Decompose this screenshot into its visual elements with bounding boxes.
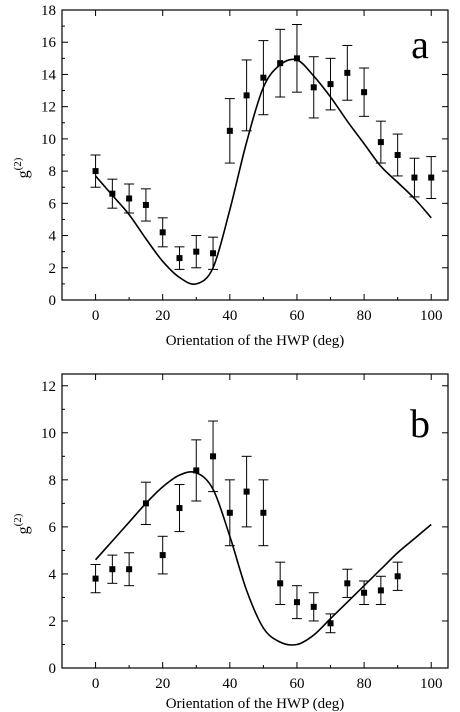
data-point: [142, 201, 149, 208]
data-point: [411, 174, 418, 181]
x-axis-label: Orientation of the HWP (deg): [166, 333, 345, 349]
y-tick-label: 6: [49, 196, 57, 212]
y-tick-label: 6: [49, 520, 57, 536]
y-axis-label: g(2): [12, 157, 32, 178]
panel-b: 0 20 40 60 80 100 0 2 4 6 8 10 12 b Orientation of the…: [12, 373, 449, 712]
x-tick-label: 100: [420, 676, 443, 692]
y-tick-label: 10: [41, 132, 56, 148]
y-tick-label: 0: [49, 661, 57, 677]
data-point: [344, 580, 351, 587]
x-tick-label: 60: [289, 676, 304, 692]
y-tick-label: 0: [49, 293, 57, 309]
x-axis-label: Orientation of the HWP (deg): [166, 696, 345, 712]
x-tick-label: 20: [155, 676, 170, 692]
data-point: [226, 509, 233, 516]
data-point: [176, 255, 183, 262]
panel-letter: a: [411, 22, 429, 67]
x-tick-label: 0: [92, 308, 100, 324]
data-point: [159, 229, 166, 236]
y-axis-label-main: g: [15, 526, 32, 534]
data-point: [226, 127, 233, 134]
y-tick-label: 4: [49, 567, 57, 583]
y-tick-label: 8: [49, 164, 57, 180]
data-point: [428, 174, 435, 181]
x-tick-label: 0: [92, 676, 100, 692]
data-point: [126, 566, 133, 573]
data-point: [109, 190, 116, 197]
y-tick-label: 4: [49, 229, 57, 245]
data-point: [394, 573, 401, 580]
y-axis-label-main: g: [15, 170, 32, 178]
data-point: [394, 152, 401, 158]
data-point: [377, 139, 384, 146]
data-point: [193, 467, 200, 474]
data-point: [327, 81, 334, 88]
y-tick-label: 12: [41, 379, 56, 395]
y-tick-label: 2: [49, 261, 57, 277]
data-point: [142, 500, 149, 507]
y-tick-label: 14: [41, 67, 57, 83]
data-point: [92, 575, 99, 582]
data-point: [260, 74, 267, 81]
y-tick-label: 10: [41, 426, 56, 442]
y-tick-label: 2: [49, 614, 57, 630]
data-point: [109, 566, 116, 573]
y-axis-label-superscript: (2): [12, 157, 24, 170]
panel-a: 0 20 40 60 80 100 0 2 4 6 8 10 12 14 16 18 a Orientation …: [12, 3, 449, 349]
y-tick-label: 8: [49, 473, 57, 489]
data-point: [361, 89, 368, 96]
y-axis-label-superscript: (2): [12, 513, 24, 526]
x-tick-label: 20: [155, 308, 170, 324]
data-point: [243, 92, 250, 99]
data-point: [310, 84, 317, 91]
data-point: [193, 248, 200, 255]
data-point: [377, 587, 384, 594]
panel-letter: b: [410, 401, 430, 446]
y-axis-label: g(2): [12, 513, 32, 534]
data-point: [277, 580, 284, 587]
data-point: [260, 509, 267, 516]
data-point: [243, 488, 250, 495]
data-point: [92, 168, 99, 175]
x-tick-label: 80: [357, 676, 372, 692]
data-point: [159, 552, 166, 559]
y-tick-label: 16: [41, 35, 57, 51]
data-point: [277, 60, 284, 67]
x-tick-label: 80: [357, 308, 372, 324]
x-tick-label: 100: [420, 308, 443, 324]
plot-frame: [61, 9, 449, 301]
data-point: [310, 603, 317, 610]
fit-curve: [94, 471, 432, 646]
data-point: [210, 250, 217, 257]
x-tick-label: 60: [289, 308, 304, 324]
data-point: [344, 69, 351, 76]
y-tick-label: 12: [41, 100, 56, 116]
data-point: [293, 55, 300, 62]
plot-frame: [61, 373, 449, 669]
y-tick-label: 18: [41, 3, 56, 19]
data-point: [210, 453, 217, 460]
data-point: [361, 589, 368, 596]
data-point: [327, 620, 334, 627]
x-tick-label: 40: [222, 308, 237, 324]
data-point: [293, 599, 300, 606]
x-tick-label: 40: [222, 676, 237, 692]
data-point: [126, 195, 133, 202]
data-point: [176, 505, 183, 512]
